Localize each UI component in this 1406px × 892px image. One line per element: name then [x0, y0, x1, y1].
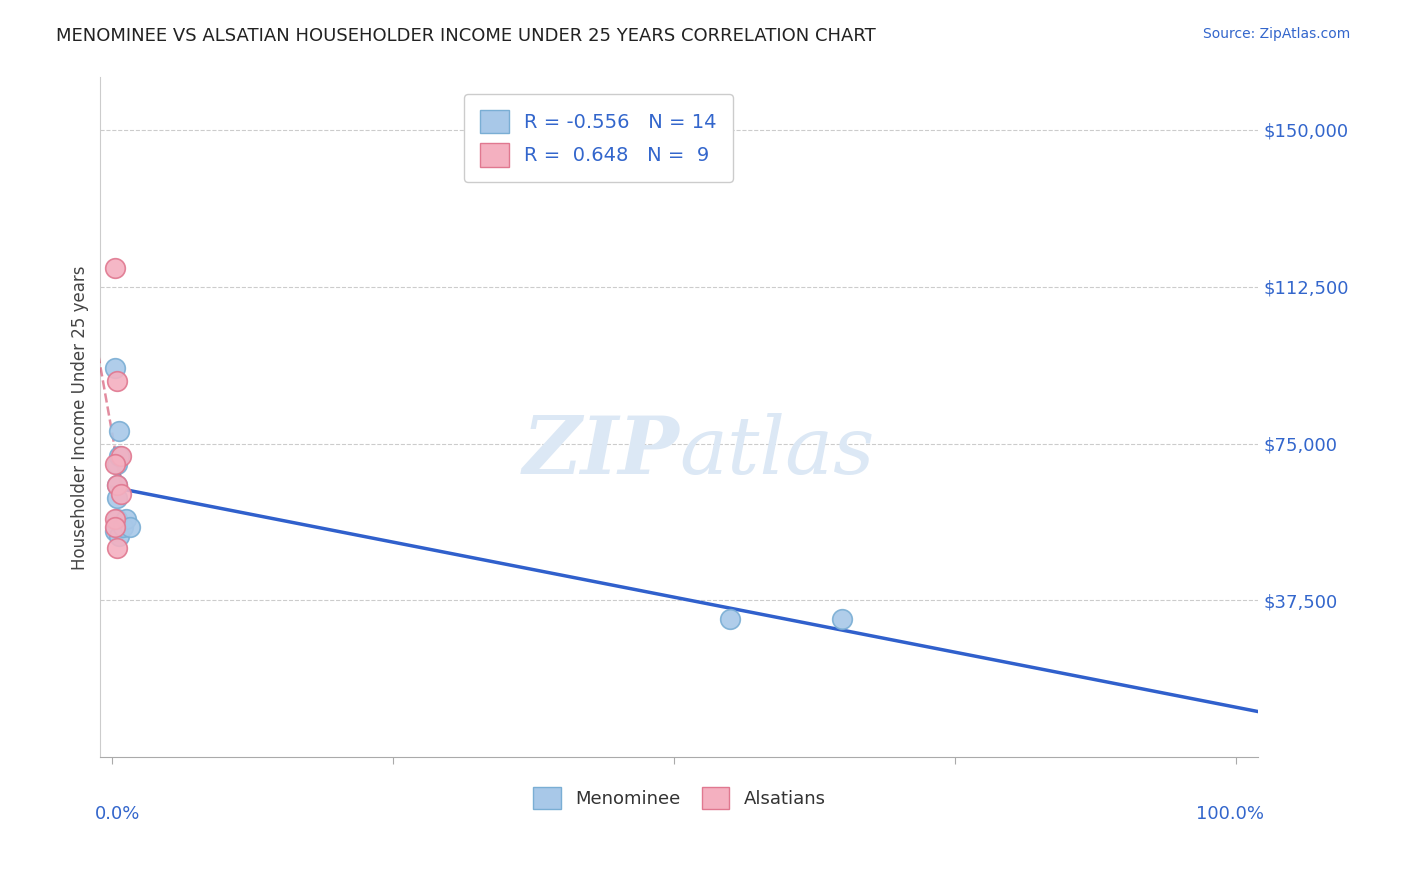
- Point: [831, 612, 853, 626]
- Point: [104, 520, 127, 534]
- Text: atlas: atlas: [679, 413, 875, 491]
- Point: [111, 520, 134, 534]
- Point: [105, 512, 128, 526]
- Text: 100.0%: 100.0%: [1197, 805, 1264, 823]
- Text: 0.0%: 0.0%: [94, 805, 141, 823]
- Point: [104, 260, 127, 275]
- Y-axis label: Householder Income Under 25 years: Householder Income Under 25 years: [72, 265, 89, 570]
- Point: [108, 424, 131, 438]
- Point: [105, 478, 128, 492]
- Point: [105, 541, 128, 556]
- Legend: Menominee, Alsatians: Menominee, Alsatians: [526, 780, 832, 816]
- Point: [115, 512, 138, 526]
- Point: [104, 361, 127, 376]
- Point: [110, 487, 132, 501]
- Point: [718, 612, 741, 626]
- Point: [105, 478, 128, 492]
- Point: [104, 524, 127, 539]
- Point: [105, 458, 128, 472]
- Point: [105, 491, 128, 505]
- Point: [110, 449, 132, 463]
- Point: [108, 528, 131, 542]
- Point: [105, 374, 128, 388]
- Point: [108, 449, 131, 463]
- Text: MENOMINEE VS ALSATIAN HOUSEHOLDER INCOME UNDER 25 YEARS CORRELATION CHART: MENOMINEE VS ALSATIAN HOUSEHOLDER INCOME…: [56, 27, 876, 45]
- Text: ZIP: ZIP: [523, 413, 679, 491]
- Text: Source: ZipAtlas.com: Source: ZipAtlas.com: [1202, 27, 1350, 41]
- Point: [104, 458, 127, 472]
- Point: [104, 512, 127, 526]
- Point: [118, 520, 141, 534]
